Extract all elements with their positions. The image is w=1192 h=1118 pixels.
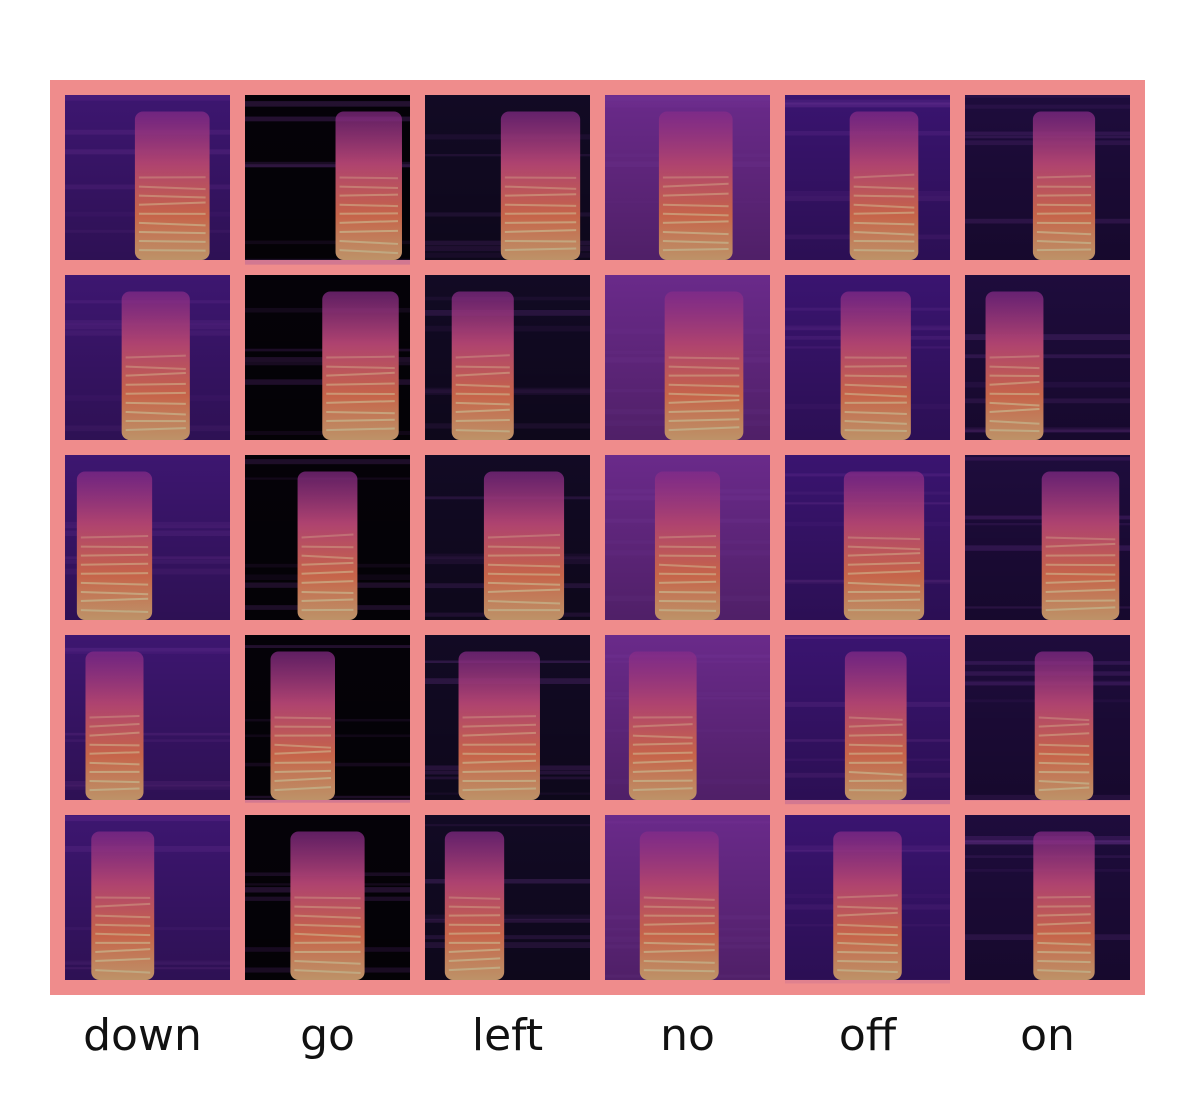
spectrogram <box>785 815 950 983</box>
shade <box>965 275 1130 440</box>
shade <box>605 275 770 440</box>
spectrogram <box>425 95 590 260</box>
column-label: off <box>839 1010 898 1061</box>
shade <box>785 635 950 800</box>
column-label: left <box>472 1010 543 1061</box>
spectrogram <box>425 455 590 620</box>
column-label: on <box>1020 1010 1075 1061</box>
spectrogram <box>425 815 590 980</box>
shade <box>425 815 590 980</box>
shade <box>245 455 410 620</box>
spectrogram <box>245 635 410 803</box>
column-label: down <box>83 1010 202 1061</box>
spectrogram <box>65 815 230 980</box>
shade <box>605 455 770 620</box>
spectrogram <box>425 635 590 800</box>
spectrogram <box>605 635 770 800</box>
spectrogram <box>605 815 770 980</box>
shade <box>965 635 1130 800</box>
shade <box>65 275 230 440</box>
spectrogram <box>65 275 230 440</box>
spectrogram <box>245 275 410 440</box>
column-label: no <box>660 1010 715 1061</box>
shade <box>425 635 590 800</box>
spectrogram <box>965 95 1130 260</box>
spectrogram <box>965 275 1130 440</box>
shade <box>65 455 230 620</box>
spectrogram <box>785 455 950 620</box>
spectrogram <box>65 95 230 260</box>
spectrogram <box>605 275 770 440</box>
spectrogram <box>965 455 1130 620</box>
shade <box>245 95 410 260</box>
spectrogram <box>965 815 1130 980</box>
shade <box>65 95 230 260</box>
spectrogram <box>785 275 950 440</box>
spectrogram <box>65 635 230 800</box>
shade <box>965 95 1130 260</box>
spectrogram <box>965 635 1130 800</box>
shade <box>245 275 410 440</box>
shade <box>425 275 590 440</box>
shade <box>605 635 770 800</box>
spectrogram <box>785 95 950 260</box>
labels: down go left no off on <box>83 1010 1075 1061</box>
column-label: go <box>300 1010 355 1061</box>
shade <box>785 455 950 620</box>
spectrogram <box>245 95 410 265</box>
shade <box>605 815 770 980</box>
spectrogram <box>605 95 770 260</box>
shade <box>785 815 950 980</box>
shade <box>65 815 230 980</box>
shade <box>65 635 230 800</box>
spectrogram <box>245 455 410 620</box>
spectrogram <box>65 455 230 620</box>
shade <box>425 455 590 620</box>
shade <box>605 95 770 260</box>
noise-band <box>785 800 950 804</box>
shade <box>425 95 590 260</box>
shade <box>965 815 1130 980</box>
shade <box>245 635 410 800</box>
shade <box>785 275 950 440</box>
spectrogram <box>245 815 410 980</box>
shade <box>245 815 410 980</box>
spectrogram <box>425 275 590 440</box>
shade <box>965 455 1130 620</box>
shade <box>785 95 950 260</box>
spectrogram <box>785 635 950 804</box>
spectrogram <box>605 455 770 620</box>
